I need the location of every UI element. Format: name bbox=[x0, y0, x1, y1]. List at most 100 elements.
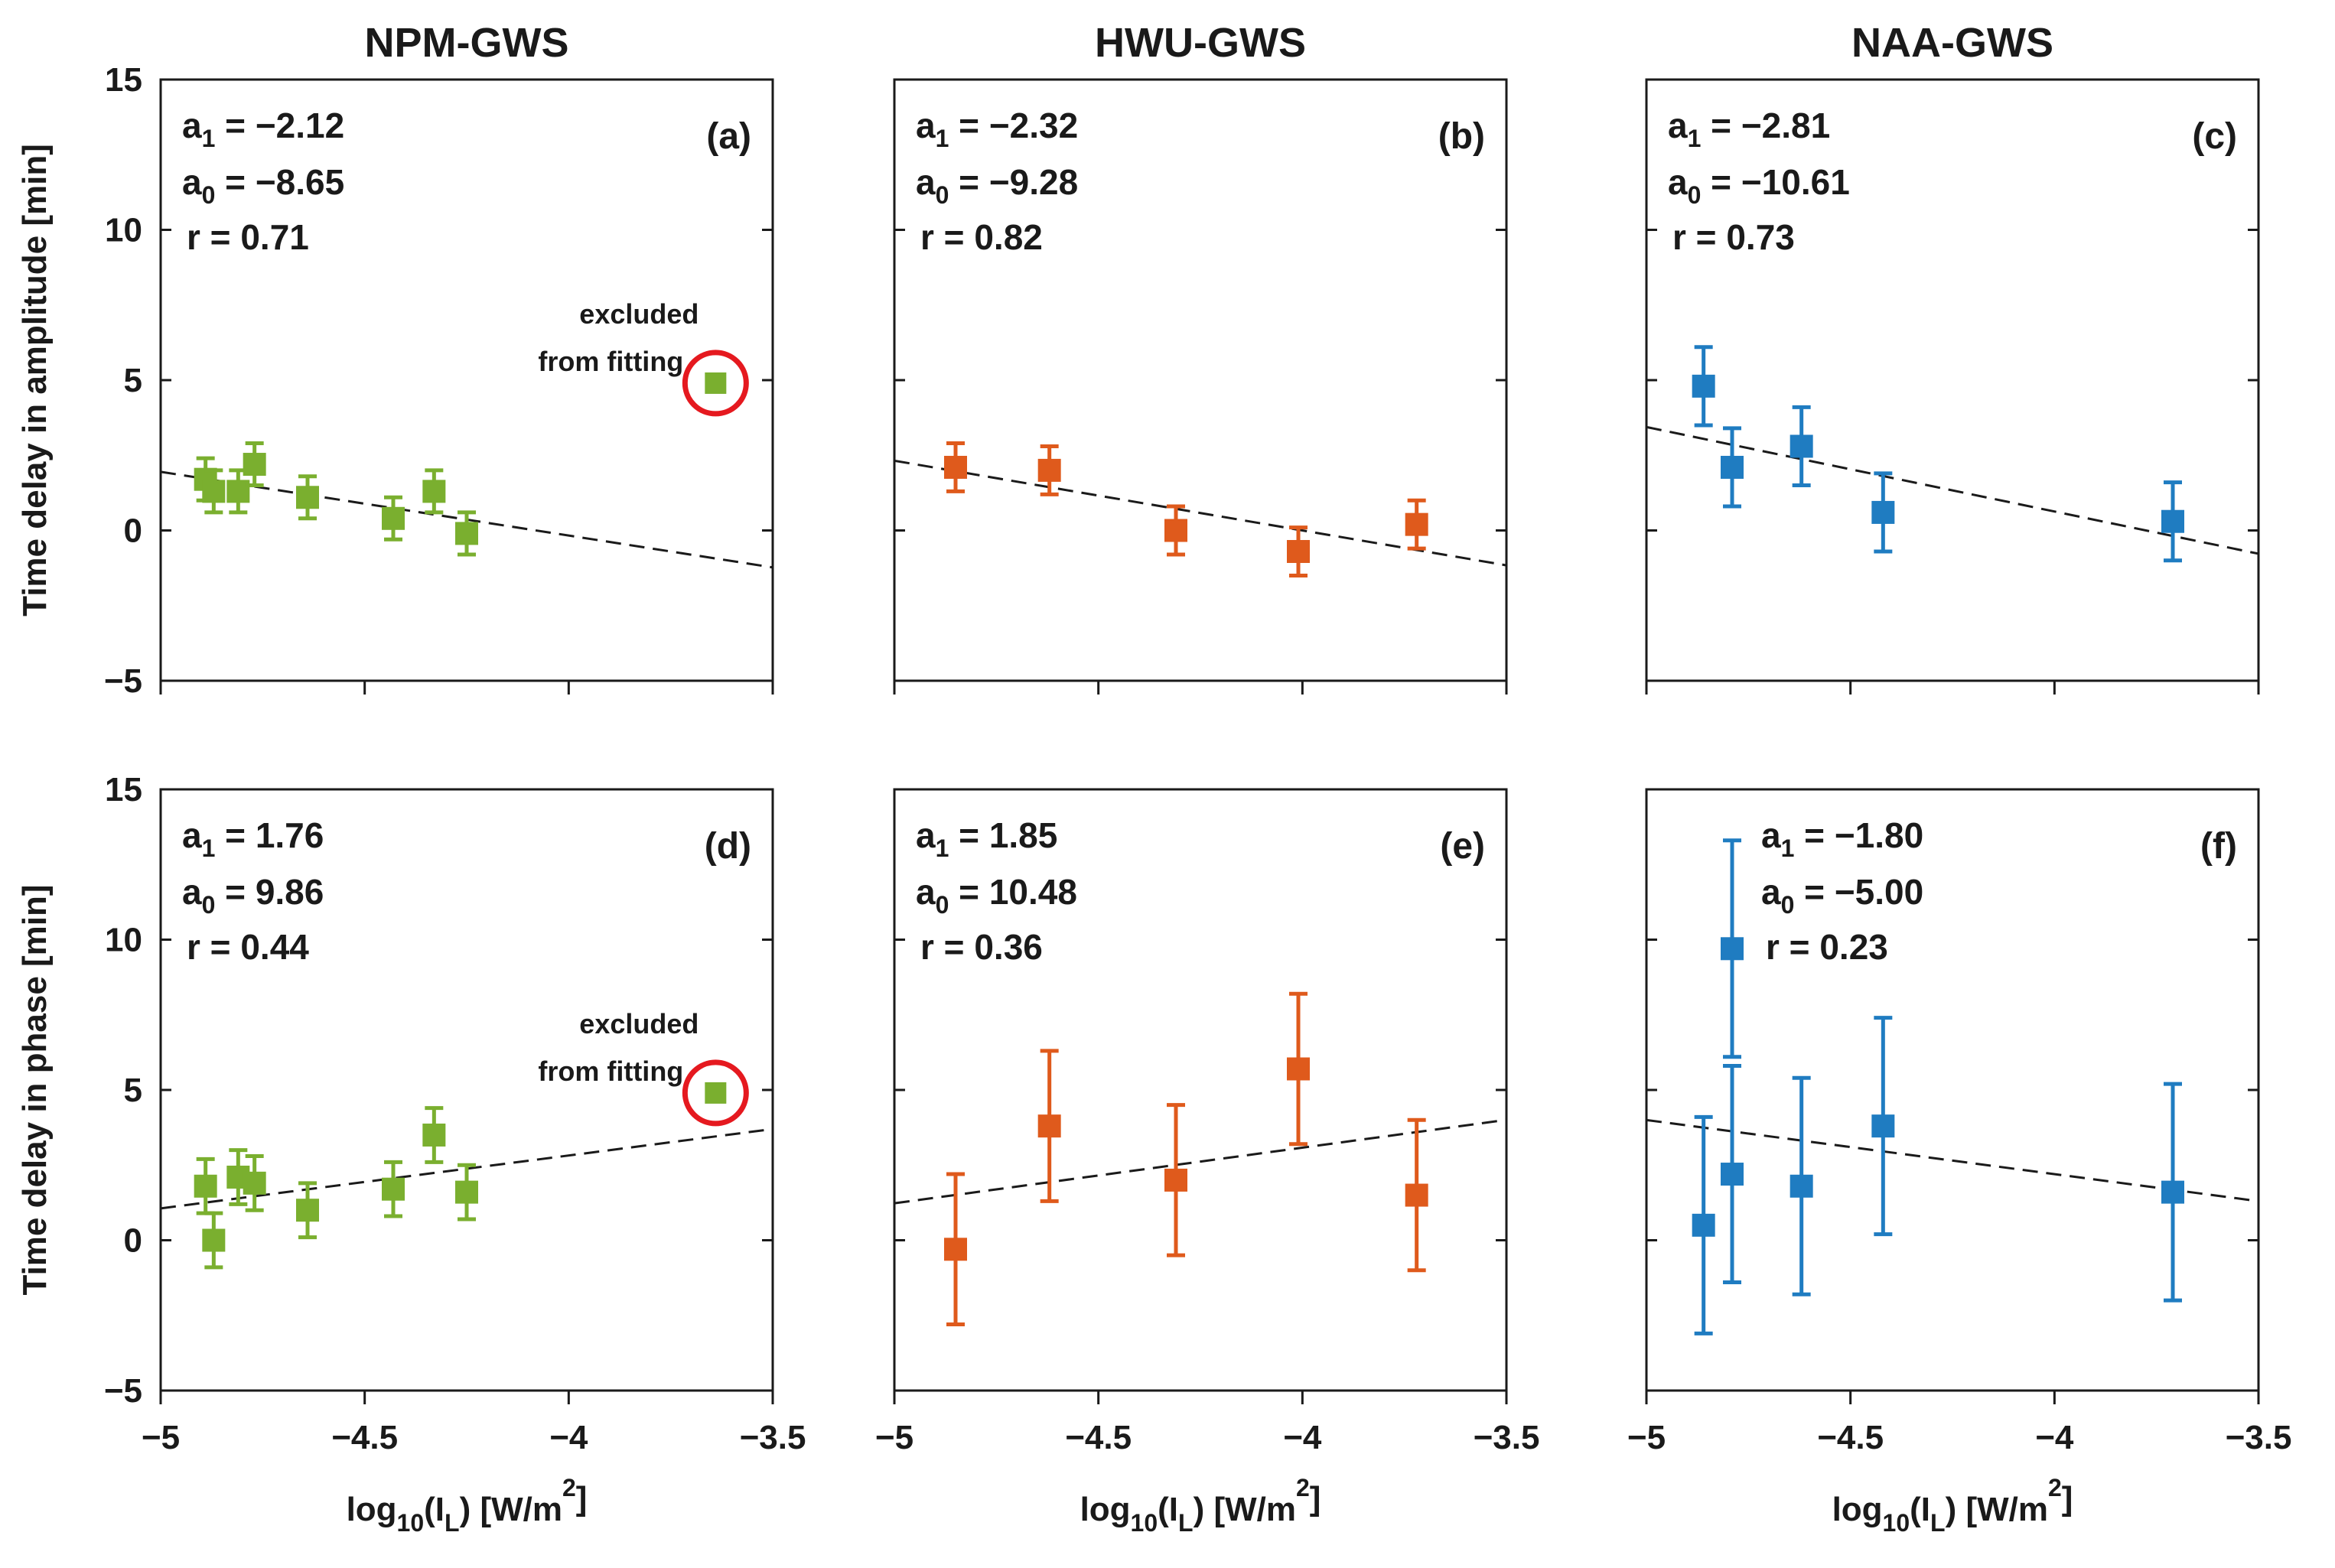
data-point bbox=[226, 480, 250, 503]
x-axis-title-part: 10 bbox=[1883, 1509, 1910, 1537]
data-point bbox=[382, 506, 405, 530]
stat-r: r = 0.36 bbox=[920, 927, 1043, 967]
data-point bbox=[1164, 1168, 1187, 1192]
panel-label: (f) bbox=[2200, 826, 2237, 867]
stat-a1-part: a bbox=[916, 815, 936, 855]
panel-label: (e) bbox=[1440, 826, 1485, 867]
fit-line bbox=[1646, 1118, 2258, 1202]
x-tick-label: −4.5 bbox=[1817, 1419, 1884, 1456]
data-point bbox=[1721, 455, 1744, 479]
excluded-circle bbox=[682, 1059, 749, 1127]
stat-a0-part: = −8.65 bbox=[215, 162, 344, 202]
stat-a1: a1 = 1.76 bbox=[182, 815, 324, 862]
x-axis-title-part: 10 bbox=[397, 1509, 425, 1537]
data-point bbox=[296, 486, 319, 509]
stat-a0-part: a bbox=[916, 162, 936, 202]
excluded-label: excluded bbox=[579, 1008, 699, 1039]
data-point bbox=[243, 1171, 266, 1195]
stat-a1-part: a bbox=[916, 106, 936, 145]
stat-a1: a1 = −1.80 bbox=[1761, 815, 1923, 862]
fit-line bbox=[894, 459, 1506, 567]
data-point bbox=[1721, 1163, 1744, 1186]
stat-a0-part: a bbox=[916, 872, 936, 912]
data-point bbox=[1037, 458, 1061, 482]
stat-r: r = 0.44 bbox=[187, 927, 309, 967]
y-tick-label: 10 bbox=[105, 212, 142, 249]
data-point bbox=[1037, 1114, 1061, 1138]
y-tick-label: 5 bbox=[124, 362, 142, 399]
data-point bbox=[202, 480, 226, 503]
excluded-label: excluded bbox=[579, 298, 699, 330]
y-tick-label: −5 bbox=[104, 662, 142, 700]
x-axis-title-part: ) [W/m bbox=[1194, 1491, 1296, 1528]
excluded-point bbox=[705, 1082, 727, 1104]
data-point bbox=[1790, 1174, 1813, 1198]
data-point bbox=[1405, 1183, 1428, 1207]
x-axis-title-part: ] bbox=[2062, 1480, 2073, 1518]
stat-a0-part: a bbox=[1668, 162, 1688, 202]
column-title: NPM-GWS bbox=[365, 20, 569, 66]
stat-a0-part: a bbox=[182, 872, 202, 912]
stat-a0-part: = 9.86 bbox=[215, 872, 324, 912]
y-tick-label: 15 bbox=[105, 771, 142, 808]
x-axis-title-part: (I bbox=[424, 1491, 445, 1528]
x-axis-title-part: log bbox=[1080, 1491, 1131, 1528]
x-tick-label: −4.5 bbox=[331, 1419, 398, 1456]
x-axis-title-part: 10 bbox=[1131, 1509, 1158, 1537]
data-point bbox=[422, 480, 446, 503]
excluded-label: from fitting bbox=[538, 346, 683, 377]
stat-r: r = 0.82 bbox=[920, 217, 1043, 257]
x-tick-label: −5 bbox=[142, 1419, 180, 1456]
x-axis-title-part: ) [W/m bbox=[460, 1491, 562, 1528]
column-title: NAA-GWS bbox=[1851, 20, 2053, 66]
x-axis-title-part: L bbox=[445, 1509, 460, 1537]
stat-a0: a0 = −8.65 bbox=[182, 162, 344, 209]
x-tick-label: −4.5 bbox=[1065, 1419, 1132, 1456]
stat-a1-part: a bbox=[182, 106, 202, 145]
excluded-label: from fitting bbox=[538, 1056, 683, 1087]
stat-a1: a1 = −2.12 bbox=[182, 106, 344, 152]
x-axis-title-part: log bbox=[1832, 1491, 1883, 1528]
data-point bbox=[1871, 1114, 1895, 1138]
x-tick-label: −4 bbox=[1283, 1419, 1322, 1456]
stat-a0-part: a bbox=[1761, 872, 1781, 912]
data-point bbox=[422, 1123, 446, 1147]
stat-a1-part: = −2.81 bbox=[1701, 106, 1830, 145]
column-title: HWU-GWS bbox=[1095, 20, 1306, 66]
data-point bbox=[2161, 1180, 2184, 1204]
stat-a1-part: a bbox=[1668, 106, 1688, 145]
data-point bbox=[2161, 509, 2184, 533]
y-tick-label: 15 bbox=[105, 61, 142, 99]
data-point bbox=[1692, 1213, 1715, 1237]
stat-a0-part: = −10.61 bbox=[1701, 162, 1849, 202]
x-axis-title-part: (I bbox=[1910, 1491, 1930, 1528]
stat-a1-part: 1 bbox=[202, 834, 216, 862]
data-point bbox=[202, 1228, 226, 1252]
panel-label: (c) bbox=[2192, 116, 2237, 157]
x-axis-title-part: L bbox=[1178, 1509, 1194, 1537]
y-tick-label: 10 bbox=[105, 922, 142, 959]
stat-a0-part: 0 bbox=[1781, 891, 1795, 919]
stat-a0-part: = 10.48 bbox=[949, 872, 1077, 912]
data-point bbox=[1721, 937, 1744, 961]
x-tick-label: −4 bbox=[549, 1419, 588, 1456]
data-point bbox=[382, 1177, 405, 1201]
y-axis-title: Time delay in amplitude [min] bbox=[16, 144, 54, 616]
x-axis-title-part: ) [W/m bbox=[1946, 1491, 2048, 1528]
y-tick-label: 5 bbox=[124, 1072, 142, 1109]
stat-a0-part: a bbox=[182, 162, 202, 202]
y-tick-label: 0 bbox=[124, 1222, 142, 1260]
x-tick-label: −5 bbox=[875, 1419, 913, 1456]
stat-a1: a1 = −2.32 bbox=[916, 106, 1078, 152]
x-axis-title-part: log bbox=[347, 1491, 397, 1528]
data-point bbox=[455, 522, 478, 545]
data-point bbox=[944, 455, 967, 479]
fit-line bbox=[894, 1118, 1506, 1205]
stat-a1: a1 = −2.81 bbox=[1668, 106, 1830, 152]
x-axis-title: log10(IL) [W/m2] bbox=[347, 1474, 588, 1537]
stat-a0: a0 = 9.86 bbox=[182, 872, 324, 919]
